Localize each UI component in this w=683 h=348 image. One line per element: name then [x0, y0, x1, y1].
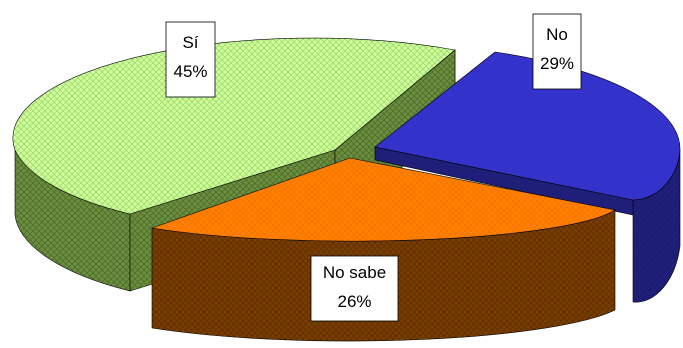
data-label-no: No 29%	[532, 13, 582, 90]
pie-slice-si-top	[12, 37, 456, 215]
data-label-no-value: 29%	[540, 54, 574, 73]
data-label-no-sabe-name: No sabe	[323, 263, 386, 282]
pie-slice-no	[374, 51, 681, 303]
data-label-si-value: 45%	[173, 62, 207, 81]
data-label-no-sabe-box	[310, 255, 399, 322]
data-label-no-name: No	[546, 25, 568, 44]
data-label-si-name: Sí	[182, 33, 198, 52]
data-label-no-box	[532, 13, 582, 90]
data-label-no-sabe: No sabe 26%	[310, 255, 399, 322]
data-label-si-box	[165, 21, 216, 98]
data-label-si: Sí 45%	[165, 21, 216, 98]
pie-slice-no-sabe-top	[151, 157, 616, 242]
data-label-no-sabe-value: 26%	[337, 292, 371, 311]
